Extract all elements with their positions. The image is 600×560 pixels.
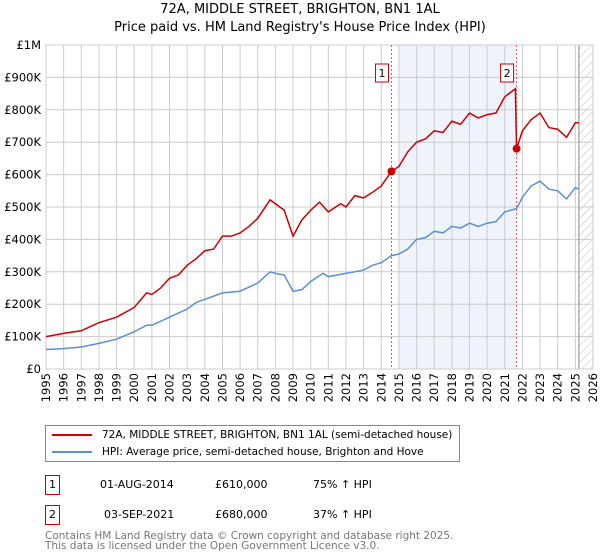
x-tick-label: 2006 bbox=[233, 373, 247, 402]
y-tick-label: £700K bbox=[4, 135, 41, 149]
y-tick-label: £500K bbox=[4, 200, 41, 214]
x-tick-label: 2014 bbox=[374, 373, 388, 402]
x-tick-label: 2004 bbox=[198, 373, 212, 402]
x-tick-label: 2021 bbox=[498, 373, 512, 402]
transaction-hpi: 37% ↑ HPI bbox=[313, 508, 372, 521]
x-tick-label: 2009 bbox=[286, 373, 300, 402]
sale-marker-label: 2 bbox=[504, 67, 511, 80]
transaction-date: 01-AUG-2014 bbox=[100, 478, 174, 491]
transaction-price: £610,000 bbox=[215, 478, 268, 491]
x-tick-label: 1999 bbox=[110, 373, 124, 402]
sale-marker-box bbox=[374, 63, 389, 83]
x-tick-label: 2026 bbox=[586, 373, 600, 402]
x-tick-label: 2025 bbox=[568, 373, 582, 402]
footer: Contains HM Land Registry data © Crown c… bbox=[45, 530, 454, 552]
x-tick-label: 2024 bbox=[551, 373, 565, 402]
y-tick-label: £400K bbox=[4, 232, 41, 246]
x-tick-label: 2019 bbox=[462, 373, 476, 402]
x-tick-label: 2011 bbox=[321, 373, 335, 402]
x-tick-label: 2000 bbox=[127, 373, 141, 402]
y-tick-label: £600K bbox=[4, 168, 41, 182]
x-tick-label: 2022 bbox=[515, 373, 529, 402]
x-tick-label: 1996 bbox=[57, 373, 71, 402]
sale-point bbox=[512, 144, 521, 153]
x-tick-label: 2005 bbox=[215, 373, 229, 402]
y-tick-label: £800K bbox=[4, 103, 41, 117]
chart-subtitle: Price paid vs. HM Land Registry's House … bbox=[114, 20, 486, 35]
transaction-date: 03-SEP-2021 bbox=[104, 508, 175, 521]
transaction-marker: 2 bbox=[45, 505, 60, 525]
legend: 72A, MIDDLE STREET, BRIGHTON, BN1 1AL (s… bbox=[45, 425, 460, 462]
sale-marker-label: 1 bbox=[378, 67, 385, 80]
x-tick-label: 2003 bbox=[180, 373, 194, 402]
property-price-line bbox=[45, 87, 579, 338]
footer-copyright: Contains HM Land Registry data © Crown c… bbox=[45, 530, 454, 542]
y-tick-label: £100K bbox=[4, 330, 41, 344]
x-tick-label: 2023 bbox=[533, 373, 547, 402]
x-tick-label: 1997 bbox=[74, 373, 88, 402]
x-tick-label: 1995 bbox=[39, 373, 53, 402]
y-tick-label: £1M bbox=[16, 38, 41, 52]
transaction-price: £680,000 bbox=[215, 508, 268, 521]
x-tick-label: 2020 bbox=[480, 373, 494, 402]
legend-property: 72A, MIDDLE STREET, BRIGHTON, BN1 1AL (s… bbox=[102, 429, 453, 441]
sale-marker-box bbox=[500, 63, 515, 83]
plot-frame bbox=[45, 44, 594, 370]
x-tick-label: 2018 bbox=[445, 373, 459, 402]
legend-blue-line bbox=[52, 451, 92, 453]
transaction-row: 1 01-AUG-2014 £610,000 75% ↑ HPI bbox=[45, 475, 465, 495]
x-tick-label: 2012 bbox=[339, 373, 353, 402]
transaction-marker: 1 bbox=[45, 475, 60, 495]
x-tick-label: 2002 bbox=[163, 373, 177, 402]
legend-hpi: HPI: Average price, semi-detached house,… bbox=[102, 446, 424, 458]
transaction-row: 2 03-SEP-2021 £680,000 37% ↑ HPI bbox=[45, 505, 465, 525]
sale-point bbox=[387, 167, 396, 176]
y-tick-label: £0 bbox=[26, 362, 41, 376]
x-tick-label: 2007 bbox=[251, 373, 265, 402]
x-tick-label: 2017 bbox=[427, 373, 441, 402]
x-tick-label: 2016 bbox=[410, 373, 424, 402]
transaction-hpi: 75% ↑ HPI bbox=[313, 478, 372, 491]
price-chart: £0 £100K £200K £300K £400K £500K £600K £700K £80… bbox=[4, 38, 600, 402]
y-tick-label: £200K bbox=[4, 297, 41, 311]
x-tick-label: 1998 bbox=[92, 373, 106, 402]
footer-licence: This data is licensed under the Open Gov… bbox=[45, 540, 380, 552]
y-tick-label: £300K bbox=[4, 265, 41, 279]
x-tick-label: 2001 bbox=[145, 373, 159, 402]
legend-red-line bbox=[52, 434, 92, 436]
x-tick-label: 2008 bbox=[268, 373, 282, 402]
x-tick-label: 2015 bbox=[392, 373, 406, 402]
y-tick-label: £900K bbox=[4, 70, 41, 84]
hpi-line bbox=[45, 180, 580, 351]
x-tick-label: 2013 bbox=[357, 373, 371, 402]
x-tick-label: 2010 bbox=[304, 373, 318, 402]
chart-title: 72A, MIDDLE STREET, BRIGHTON, BN1 1AL bbox=[160, 2, 440, 17]
